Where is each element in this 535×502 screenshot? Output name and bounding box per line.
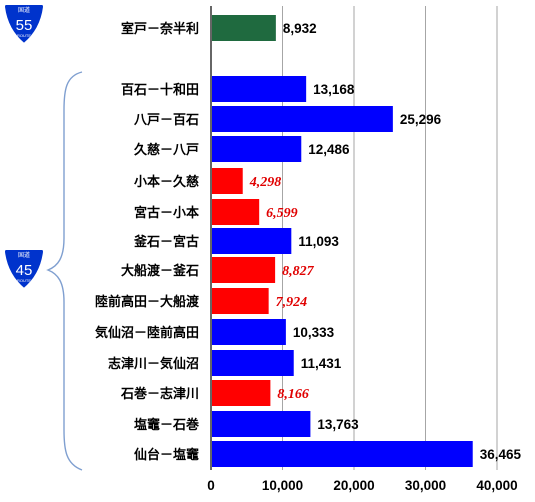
- category-label: 八戸－百石: [133, 113, 199, 128]
- value-label: 8,166: [277, 387, 309, 402]
- category-label: 釜石－宮古: [133, 234, 199, 250]
- route45-brace: [46, 71, 83, 471]
- route55-number: 55: [16, 17, 33, 34]
- bar: [212, 136, 302, 162]
- route45-kanji: 国道: [18, 251, 30, 259]
- category-label: 仙台－塩竈: [134, 447, 199, 463]
- x-tick-label: 10,000: [262, 478, 303, 493]
- x-tick-label: 0: [207, 478, 215, 493]
- value-label: 6,599: [266, 206, 298, 221]
- value-label: 8,827: [282, 264, 315, 279]
- value-label: 7,924: [276, 295, 308, 310]
- bar: [212, 168, 243, 194]
- category-label: 陸前高田－大船渡: [95, 294, 200, 310]
- bar: [212, 319, 286, 345]
- route45-shield-icon: 国道 45 ROUTE: [2, 248, 46, 291]
- category-label: 久慈－八戸: [134, 142, 199, 158]
- value-label: 4,298: [249, 175, 282, 190]
- x-axis-ticks: 0 10,000 20,000 30,000 40,000: [207, 478, 517, 493]
- bar: [212, 350, 294, 376]
- x-tick-label: 40,000: [476, 478, 517, 493]
- x-tick-label: 30,000: [405, 478, 446, 493]
- bar: [212, 15, 276, 41]
- value-label: 13,168: [313, 82, 355, 97]
- category-label: 宮古－小本: [134, 205, 199, 221]
- value-label: 25,296: [400, 112, 442, 127]
- value-label: 8,932: [283, 21, 317, 36]
- bar: [212, 257, 276, 283]
- category-label: 小本－久慈: [134, 174, 199, 190]
- route55-sub: ROUTE: [17, 33, 31, 38]
- value-label: 12,486: [308, 142, 350, 157]
- bar: [212, 441, 473, 467]
- bar: [212, 288, 269, 314]
- category-label: 気仙沼－陸前高田: [95, 325, 199, 341]
- bar: [212, 106, 393, 132]
- category-labels: 室戸－奈半利百石－十和田八戸－百石久慈－八戸小本－久慈宮古－小本釜石－宮古大船渡…: [95, 21, 200, 463]
- category-label: 百石－十和田: [121, 82, 199, 98]
- value-label: 11,093: [298, 234, 339, 249]
- bar: [212, 199, 260, 225]
- value-label: 11,431: [301, 356, 342, 371]
- bar: [212, 228, 292, 254]
- route45-sub: ROUTE: [17, 278, 31, 283]
- category-label: 塩竈－石巻: [134, 417, 200, 433]
- bar: [212, 411, 311, 437]
- category-label: 志津川－気仙沼: [108, 356, 199, 372]
- route45-number: 45: [16, 262, 33, 279]
- bar: [212, 76, 307, 102]
- value-label: 10,333: [293, 325, 335, 340]
- category-label: 大船渡－釜石: [121, 263, 199, 279]
- bar: [212, 380, 271, 406]
- x-tick-label: 20,000: [333, 478, 374, 493]
- bars: [212, 15, 473, 467]
- value-label: 36,465: [480, 447, 522, 462]
- route55-shield-icon: 国道 55 ROUTE: [2, 3, 46, 46]
- category-label: 室戸－奈半利: [121, 21, 199, 37]
- category-label: 石巻－志津川: [120, 386, 199, 402]
- route55-kanji: 国道: [18, 6, 30, 14]
- value-label: 13,763: [317, 417, 359, 432]
